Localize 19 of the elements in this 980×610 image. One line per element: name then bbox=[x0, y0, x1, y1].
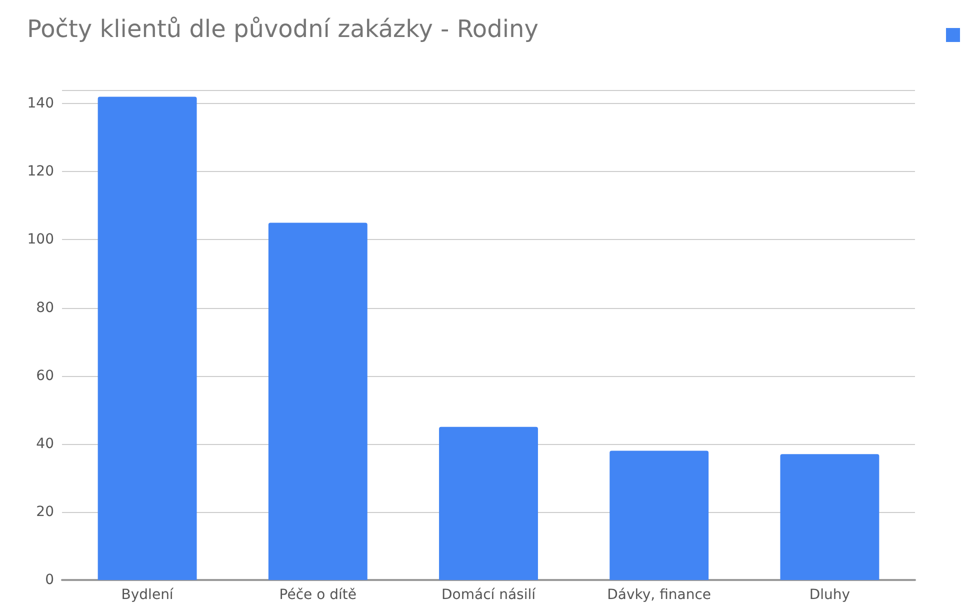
y-tick-label: 120 bbox=[27, 164, 54, 180]
y-tick-label: 140 bbox=[27, 96, 54, 112]
y-tick-label: 40 bbox=[36, 436, 54, 452]
y-tick-label: 0 bbox=[45, 572, 54, 588]
y-tick-label: 20 bbox=[36, 504, 54, 520]
x-tick-label: Bydlení bbox=[121, 587, 174, 603]
y-tick-label: 100 bbox=[27, 232, 54, 248]
x-tick-label: Dávky, finance bbox=[607, 587, 712, 603]
x-tick-label: Dluhy bbox=[809, 587, 850, 603]
x-tick-label: Péče o dítě bbox=[279, 587, 357, 603]
bar bbox=[439, 426, 538, 580]
x-tick-label: Domácí násilí bbox=[441, 587, 537, 603]
bar bbox=[98, 96, 197, 580]
y-tick-label: 80 bbox=[36, 300, 54, 316]
y-tick-label: 60 bbox=[36, 368, 54, 384]
bar bbox=[610, 450, 709, 580]
bar bbox=[780, 454, 880, 580]
bar bbox=[268, 222, 368, 580]
chart-title: Počty klientů dle původní zakázky - Rodiny bbox=[27, 15, 538, 43]
